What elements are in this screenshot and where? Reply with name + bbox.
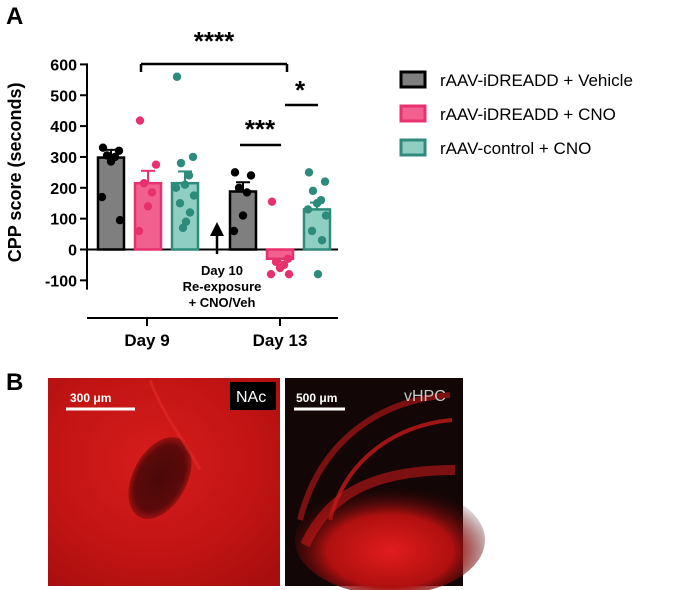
data-point — [171, 183, 181, 192]
data-point — [283, 254, 293, 263]
data-point — [307, 226, 317, 236]
annotation-arrowhead — [210, 222, 224, 236]
data-point — [106, 157, 116, 166]
data-point — [151, 160, 161, 169]
nac-lesion — [128, 437, 192, 519]
data-point — [180, 180, 190, 189]
vhpc-curve-outer — [297, 392, 451, 521]
nac-fiber — [148, 379, 202, 471]
data-point — [271, 257, 281, 267]
legend-swatch — [399, 138, 427, 157]
data-point — [98, 143, 108, 152]
vhpc-glow — [295, 485, 485, 590]
bar-chart: -100 0 100 200 300 400 500 600 CPP score (second… — [5, 26, 338, 350]
region-label-nac: NAc — [236, 389, 266, 406]
y-tick-label: 500 — [50, 88, 77, 105]
data-point — [175, 199, 185, 208]
data-point — [97, 192, 107, 202]
data-point — [317, 236, 327, 245]
data-point — [114, 146, 124, 155]
data-point — [189, 191, 199, 200]
data-point — [308, 186, 318, 196]
data-point — [139, 178, 149, 188]
data-point — [284, 269, 294, 279]
bar — [96, 156, 126, 251]
data-point — [172, 72, 182, 81]
data-point — [238, 211, 248, 220]
scale-label-nac: 300 μm — [70, 391, 111, 405]
region-label-vhpc: vHPC — [404, 388, 446, 405]
sig-label: * — [295, 75, 306, 105]
y-tick-label: 600 — [50, 57, 77, 74]
data-point — [320, 177, 330, 186]
data-point — [184, 171, 194, 180]
data-point — [246, 171, 256, 180]
data-point — [266, 269, 276, 279]
data-point — [178, 223, 188, 233]
y-tick-label: 200 — [50, 181, 77, 198]
panel-b-letter: B — [6, 369, 23, 396]
data-point — [312, 199, 322, 208]
panel-a-letter: A — [6, 3, 23, 30]
legend-label: rAAV-control + CNO — [440, 139, 591, 158]
annotation-text: + CNO/Veh — [189, 295, 256, 310]
data-point — [134, 226, 144, 236]
x-tick-label: Day 9 — [124, 331, 169, 350]
bar — [228, 190, 258, 251]
data-point — [115, 215, 125, 225]
data-point — [135, 116, 145, 125]
data-point — [234, 183, 244, 192]
vhpc-image-panel: 500 μm vHPC — [285, 378, 485, 590]
data-point — [242, 188, 252, 197]
legend-swatch — [399, 104, 427, 123]
data-point — [102, 151, 112, 160]
sig-label: **** — [194, 26, 235, 56]
data-point — [275, 263, 285, 273]
sig-label: *** — [245, 114, 276, 144]
nac-image-panel: 300 μm NAc — [48, 378, 280, 586]
data-point — [143, 202, 153, 211]
region-label-nac-box — [230, 382, 276, 410]
legend-label: rAAV-iDREADD + CNO — [440, 105, 616, 124]
legend-swatch — [399, 70, 427, 89]
y-axis-label: CPP score (seconds) — [5, 83, 25, 263]
data-point — [267, 197, 277, 206]
scale-label-vhpc: 500 μm — [296, 391, 337, 405]
data-point — [313, 269, 323, 279]
y-tick-label: 0 — [68, 243, 77, 260]
y-tick-label: -100 — [45, 273, 77, 290]
data-point — [185, 208, 195, 217]
data-point — [176, 158, 186, 168]
data-point — [303, 205, 313, 214]
data-point — [147, 188, 157, 197]
legend-label: rAAV-iDREADD + Vehicle — [440, 71, 633, 90]
x-tick-label: Day 13 — [253, 331, 308, 350]
annotation-text: Re-exposure — [183, 279, 262, 294]
annotation-text: Day 10 — [201, 263, 243, 278]
data-point — [230, 168, 240, 177]
data-point — [321, 211, 331, 220]
y-tick-label: 300 — [50, 150, 77, 167]
y-tick-label: 400 — [50, 119, 77, 136]
legend: rAAV-iDREADD + Vehicle rAAV-iDREADD + CNO… — [399, 70, 633, 158]
y-tick-label: 100 — [50, 212, 77, 229]
vhpc-curve-band — [300, 465, 456, 548]
data-point — [188, 152, 198, 162]
data-point — [229, 226, 239, 236]
data-point — [304, 168, 314, 177]
